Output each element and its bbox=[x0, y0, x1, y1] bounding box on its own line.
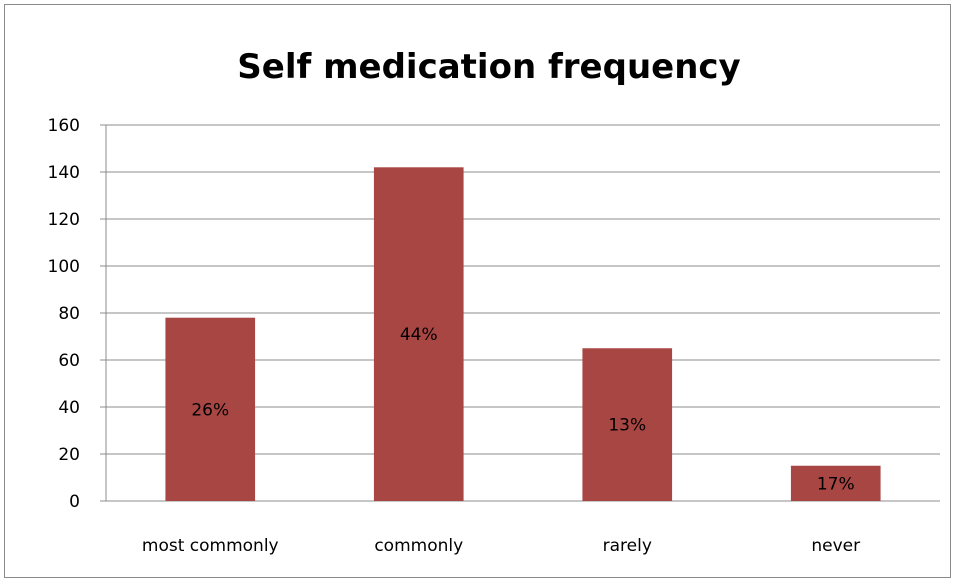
data-label: 13% bbox=[608, 416, 646, 436]
y-tick-label: 120 bbox=[48, 210, 80, 230]
x-category-label: rarely bbox=[603, 536, 652, 556]
bar-never bbox=[790, 465, 881, 501]
bar-commonly bbox=[373, 167, 464, 502]
y-tick-label: 40 bbox=[58, 398, 80, 418]
x-category-label: most commonly bbox=[142, 536, 279, 556]
y-tick-label: 140 bbox=[48, 163, 80, 183]
y-tick-label: 60 bbox=[58, 351, 80, 371]
data-label: 26% bbox=[191, 400, 229, 420]
x-category-label: never bbox=[811, 536, 860, 556]
data-label: 44% bbox=[400, 325, 438, 345]
y-tick-label: 100 bbox=[48, 257, 80, 277]
bar-rarely bbox=[582, 348, 673, 501]
bar-most-commonly bbox=[165, 317, 256, 501]
y-tick-label: 160 bbox=[48, 116, 80, 136]
x-category-label: commonly bbox=[374, 536, 463, 556]
chart-title: Self medication frequency bbox=[237, 47, 740, 87]
labels: 0 20 40 60 80 100 120 140 160 most commonly 26% com… bbox=[48, 116, 861, 556]
y-tick-label: 20 bbox=[58, 445, 80, 465]
y-tick-label: 80 bbox=[58, 304, 80, 324]
bars bbox=[165, 167, 881, 502]
y-tick-label: 0 bbox=[69, 492, 80, 512]
data-label: 17% bbox=[817, 474, 855, 494]
